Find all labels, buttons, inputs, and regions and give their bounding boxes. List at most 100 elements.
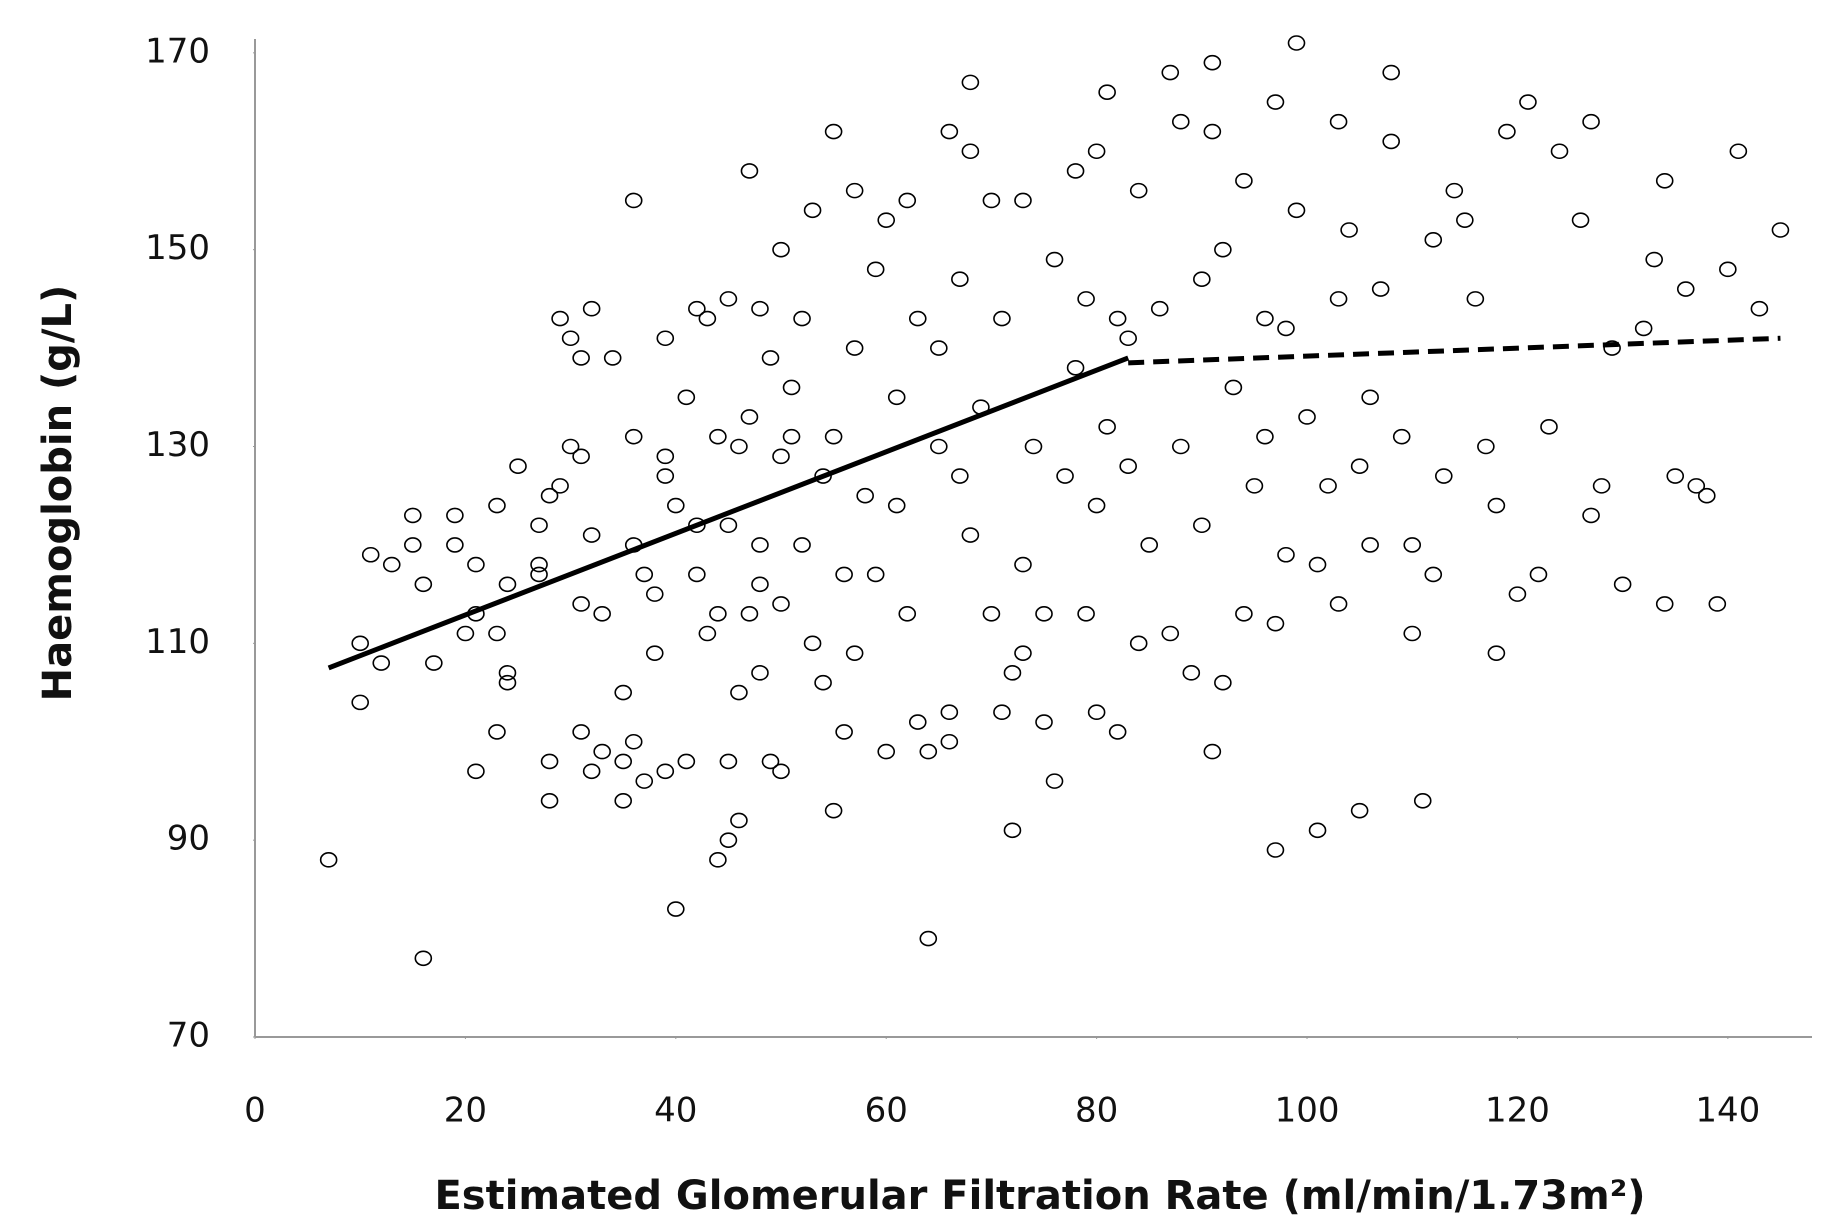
point: [488, 625, 506, 642]
y-tick-label: 170: [145, 31, 210, 71]
point: [709, 606, 727, 622]
point: [1171, 113, 1190, 130]
point: [509, 458, 527, 474]
point: [1350, 802, 1369, 819]
point: [1592, 478, 1611, 494]
point: [1119, 458, 1137, 474]
point: [1403, 537, 1422, 553]
x-tick-label: 100: [1275, 1091, 1340, 1131]
point: [1277, 320, 1295, 337]
point: [1193, 517, 1211, 534]
point: [1193, 271, 1211, 287]
point: [1003, 665, 1022, 681]
point: [1655, 596, 1674, 612]
point: [709, 428, 727, 445]
point: [414, 576, 433, 593]
point: [351, 694, 370, 711]
y-tick-label: 110: [145, 622, 210, 662]
point: [719, 291, 738, 307]
point: [1571, 212, 1590, 228]
point: [530, 556, 548, 573]
point: [961, 527, 980, 543]
point: [351, 635, 370, 652]
point: [645, 586, 664, 602]
point: [1035, 606, 1053, 622]
point: [561, 330, 580, 347]
point: [1182, 665, 1201, 681]
point: [582, 527, 601, 543]
x-tick-label: 120: [1485, 1091, 1550, 1131]
point: [446, 507, 464, 524]
point: [1666, 468, 1685, 484]
point: [1424, 566, 1443, 583]
point: [530, 517, 548, 534]
point: [751, 576, 769, 593]
point: [551, 478, 569, 494]
point: [1466, 291, 1485, 307]
point: [1277, 546, 1295, 563]
point: [1150, 300, 1169, 317]
point: [1708, 596, 1727, 612]
point: [887, 389, 906, 406]
point: [572, 350, 590, 366]
point: [908, 714, 927, 730]
point: [1203, 123, 1222, 140]
x-tick-label: 40: [654, 1091, 697, 1131]
point: [1498, 123, 1516, 140]
point: [1487, 497, 1506, 514]
point: [1582, 113, 1600, 130]
point: [1308, 556, 1327, 573]
point: [845, 645, 864, 661]
point: [593, 606, 611, 622]
point: [1719, 261, 1737, 278]
point: [919, 930, 938, 947]
point: [1171, 438, 1190, 455]
point: [887, 497, 906, 514]
point: [1245, 478, 1264, 494]
point: [1582, 507, 1600, 524]
point: [467, 763, 485, 780]
point: [940, 704, 959, 721]
point: [404, 507, 422, 524]
point: [1298, 409, 1316, 425]
point: [1235, 172, 1253, 189]
point: [624, 733, 643, 750]
point: [540, 753, 559, 770]
point: [688, 300, 706, 317]
point: [951, 271, 969, 287]
point: [761, 753, 780, 770]
point: [582, 300, 601, 317]
point: [730, 684, 748, 701]
point: [1287, 202, 1306, 219]
point: [908, 310, 927, 327]
point: [667, 901, 685, 917]
y-tick-label: 70: [167, 1016, 210, 1056]
x-tick-label: 80: [1075, 1091, 1118, 1131]
point: [656, 763, 675, 780]
point: [446, 537, 464, 553]
point: [719, 517, 738, 534]
point: [1392, 428, 1411, 445]
point: [1750, 300, 1769, 317]
point: [1361, 389, 1379, 406]
y-axis-title: Haemoglobin (g/L): [35, 285, 81, 702]
point: [582, 763, 601, 780]
point: [1129, 635, 1148, 652]
point: [1087, 497, 1106, 514]
point: [1550, 143, 1569, 160]
point: [561, 438, 580, 455]
point: [740, 409, 759, 425]
point: [1203, 743, 1222, 760]
point: [488, 724, 506, 740]
point: [1014, 192, 1032, 209]
point: [1487, 645, 1506, 661]
point: [1035, 714, 1053, 730]
point: [688, 517, 706, 534]
point: [772, 596, 790, 612]
point: [1087, 704, 1106, 721]
point: [772, 241, 790, 258]
point: [898, 192, 917, 209]
point: [1161, 625, 1180, 642]
point: [1771, 222, 1790, 238]
point: [656, 448, 675, 465]
